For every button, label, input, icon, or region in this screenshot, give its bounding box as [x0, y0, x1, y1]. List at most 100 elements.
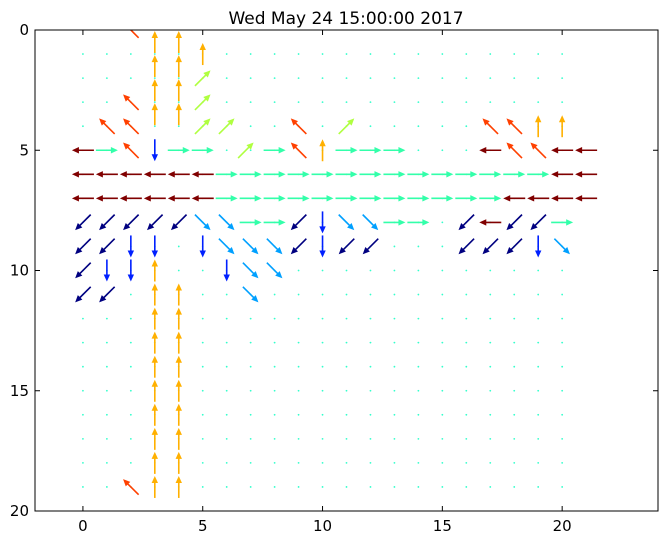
- vector-arrow: [290, 238, 307, 255]
- vector-arrow: [175, 427, 182, 450]
- grid-dot: [153, 53, 156, 55]
- grid-dot: [345, 53, 348, 55]
- vector-arrow: [119, 195, 142, 202]
- vector-arrow: [311, 195, 334, 202]
- y-tick-label: 5: [19, 141, 29, 159]
- grid-dot: [465, 341, 468, 344]
- grid-dot: [393, 365, 396, 368]
- grid-dot: [201, 293, 204, 296]
- grid-dot: [345, 437, 348, 440]
- grid-dot: [465, 101, 468, 104]
- vector-arrow: [143, 195, 166, 202]
- grid-dot: [417, 413, 420, 416]
- grid-dot: [177, 101, 180, 104]
- vector-arrow: [71, 147, 94, 154]
- grid-dot: [513, 53, 516, 55]
- grid-dot: [345, 365, 348, 368]
- grid-dot: [369, 486, 372, 488]
- grid-dot: [561, 293, 564, 296]
- vector-arrow: [218, 238, 235, 255]
- vector-arrow: [151, 475, 159, 498]
- grid-dot: [465, 365, 468, 368]
- grid-dot: [201, 462, 204, 464]
- grid-dot: [393, 245, 396, 248]
- grid-dot: [561, 365, 564, 368]
- vector-arrow: [479, 147, 502, 154]
- y-tick-label: 20: [10, 502, 29, 520]
- vector-arrow: [263, 171, 286, 178]
- vector-arrow: [175, 103, 182, 126]
- vector-arrow: [99, 286, 116, 303]
- grid-dot: [225, 293, 228, 296]
- vector-arrow: [362, 238, 379, 255]
- grid-dot: [393, 101, 396, 104]
- grid-dot: [82, 341, 84, 344]
- vector-arrow: [527, 171, 550, 178]
- vector-arrow: [75, 214, 92, 231]
- grid-dot: [489, 413, 492, 416]
- vector-arrow: [151, 139, 159, 162]
- grid-dot: [273, 101, 276, 104]
- grid-dot: [393, 293, 396, 296]
- vector-arrow: [458, 238, 475, 255]
- grid-dot: [225, 53, 228, 55]
- grid-dot: [513, 293, 516, 296]
- grid-dot: [249, 437, 252, 440]
- grid-dot: [393, 437, 396, 440]
- vector-arrow: [167, 171, 190, 178]
- grid-dot: [513, 486, 516, 488]
- grid-dot: [417, 317, 420, 320]
- grid-dot: [513, 317, 516, 320]
- vector-arrow: [359, 147, 382, 154]
- grid-dot: [369, 269, 372, 272]
- x-axis-ticks: 0 5 10 15 20: [78, 30, 572, 535]
- grid-dot: [393, 486, 396, 488]
- grid-dot: [417, 77, 420, 79]
- grid-dot: [321, 486, 324, 488]
- vector-arrow: [129, 30, 140, 39]
- grid-dot: [489, 293, 492, 296]
- grid-dot: [82, 125, 84, 128]
- grid-dot: [225, 317, 228, 320]
- vector-arrow: [479, 171, 502, 178]
- vector-arrow: [506, 142, 523, 159]
- grid-dot: [82, 462, 84, 464]
- vector-arrow: [218, 214, 235, 231]
- grid-dot: [82, 389, 84, 392]
- grid-dot: [561, 77, 564, 79]
- grid-dot: [369, 317, 372, 320]
- grid-dot: [561, 53, 564, 55]
- grid-dot: [417, 149, 420, 152]
- grid-dot: [489, 101, 492, 104]
- grid-dot: [129, 341, 132, 344]
- grid-dot: [105, 365, 108, 368]
- vector-arrow: [575, 171, 598, 178]
- grid-dot: [465, 77, 468, 79]
- y-tick-label: 0: [19, 21, 29, 39]
- grid-dot: [537, 77, 540, 79]
- grid-dot: [441, 365, 444, 368]
- vector-arrow: [215, 171, 238, 178]
- vector-arrow: [359, 171, 382, 178]
- grid-dot: [369, 101, 372, 104]
- grid-dot: [441, 221, 444, 224]
- grid-dot: [369, 125, 372, 128]
- grid-dot: [369, 341, 372, 344]
- grid-dot: [201, 317, 204, 320]
- vector-arrow: [127, 235, 135, 258]
- vector-arrow: [290, 214, 307, 231]
- x-tick-label: 20: [553, 517, 572, 535]
- vector-arrow: [263, 147, 286, 154]
- grid-dot: [82, 101, 84, 104]
- vector-arrow: [147, 214, 164, 231]
- vector-arrow: [506, 118, 523, 135]
- vector-arrow: [407, 171, 430, 178]
- grid-dot: [345, 486, 348, 488]
- vector-arrow: [287, 195, 310, 202]
- vector-arrow: [551, 219, 574, 226]
- grid-dot: [105, 341, 108, 344]
- grid-dot: [537, 437, 540, 440]
- x-tick-label: 15: [433, 517, 452, 535]
- vector-arrow: [218, 118, 235, 135]
- grid-dot: [225, 341, 228, 344]
